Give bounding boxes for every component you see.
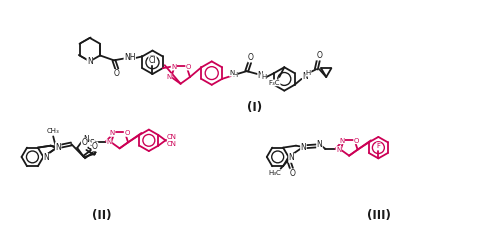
Text: O: O [354,138,359,144]
Text: H: H [306,70,311,76]
Text: O: O [290,169,296,178]
Text: CN: CN [167,134,177,140]
Text: H: H [261,74,266,80]
Text: F₃C: F₃C [268,80,280,86]
Text: N: N [83,135,89,144]
Text: N: N [171,64,176,70]
Text: F: F [376,143,380,149]
Text: N: N [230,70,234,76]
Text: N: N [166,74,172,80]
Text: O: O [92,142,98,151]
Text: H₃C: H₃C [268,170,281,177]
Text: Cl: Cl [148,56,156,65]
Text: O: O [248,53,254,62]
Text: O: O [82,138,87,147]
Text: (III): (III) [366,209,390,222]
Text: N: N [302,72,308,81]
Text: N: N [340,138,344,144]
Text: N: N [106,139,112,145]
Text: N: N [288,153,294,162]
Text: S: S [90,139,94,148]
Text: H: H [232,72,237,78]
Text: O: O [186,64,191,70]
Text: N: N [56,143,61,152]
Text: N: N [300,143,306,152]
Text: NH: NH [124,53,136,62]
Text: O: O [114,69,120,79]
Text: O: O [124,131,130,136]
Text: N: N [44,153,49,162]
Text: CN: CN [167,141,177,147]
Text: N: N [336,147,342,153]
Text: N: N [258,71,264,79]
Text: (I): (I) [248,101,262,114]
Text: O: O [316,51,322,60]
Text: N: N [110,131,115,136]
Text: (II): (II) [92,209,112,222]
Text: N: N [316,141,322,149]
Text: CH₃: CH₃ [47,128,60,133]
Text: N: N [87,57,92,66]
